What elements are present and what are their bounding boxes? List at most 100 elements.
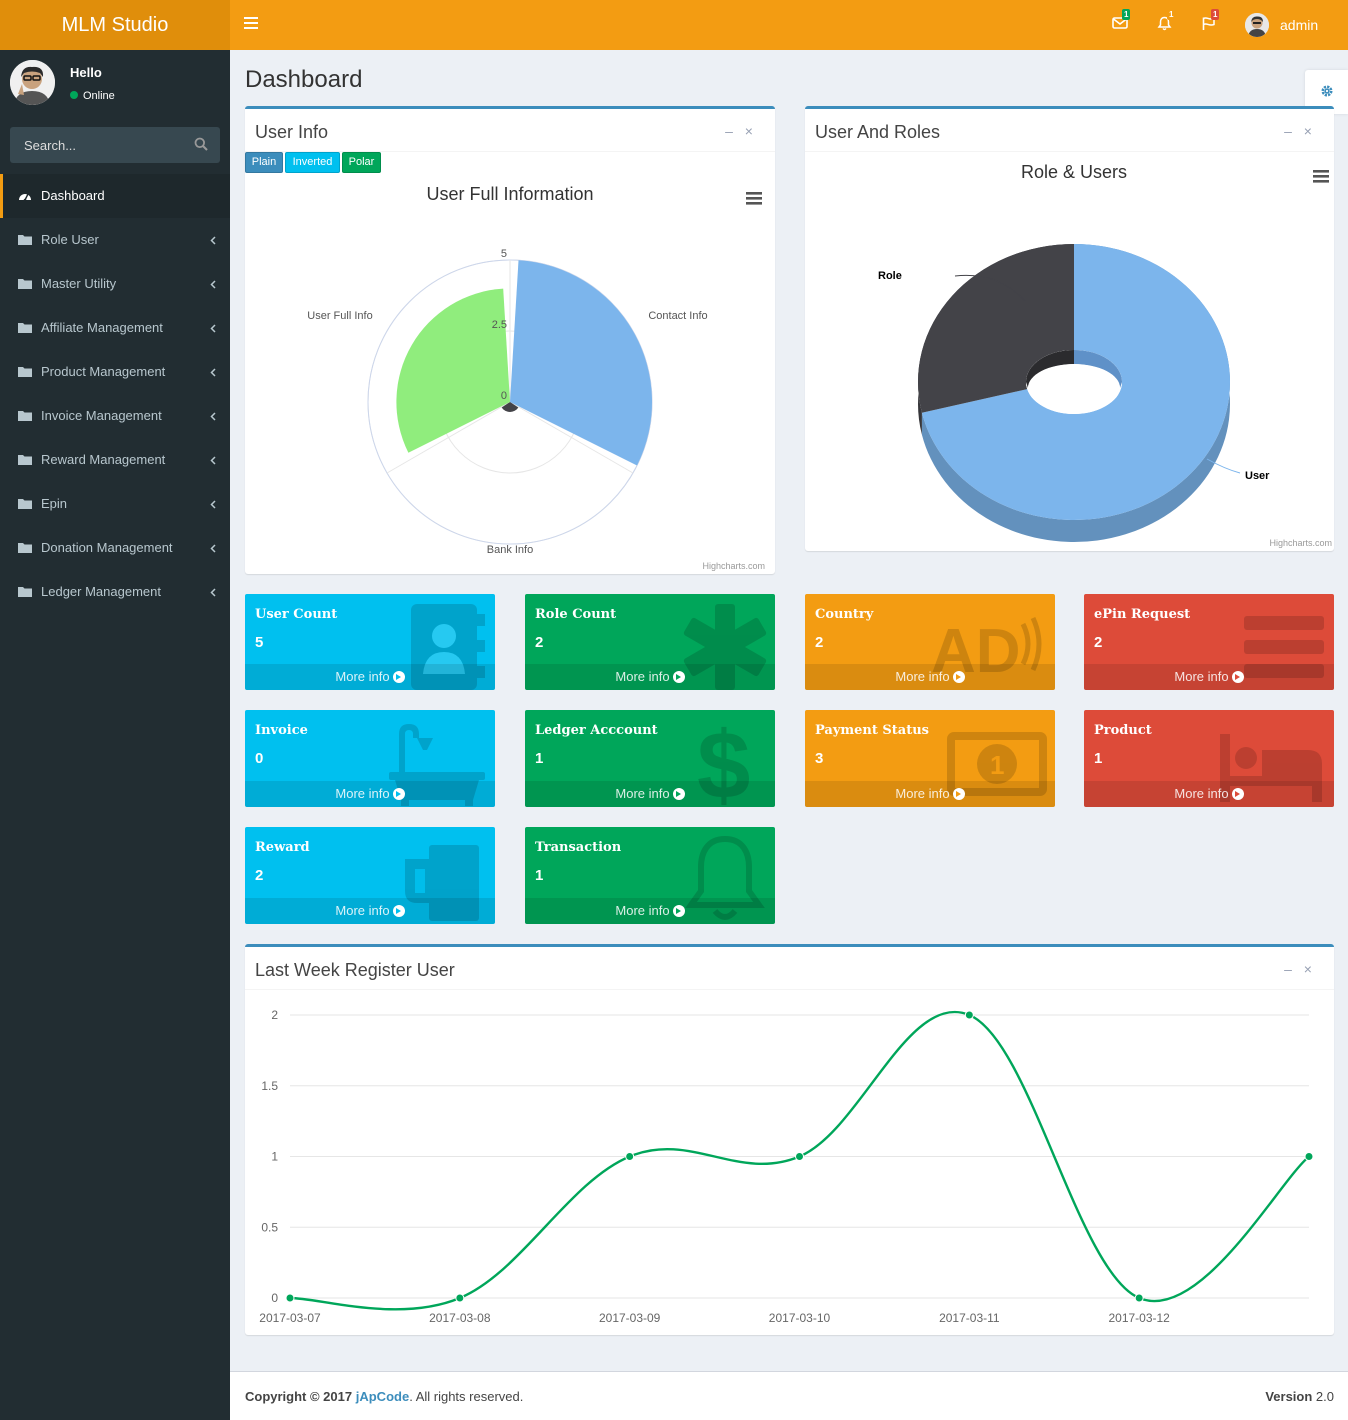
last-week-register-box: Last Week Register User – × 0 0.5 1 1.5 2 201… — [245, 944, 1334, 1335]
notifications-button[interactable]: 1 — [1157, 9, 1177, 36]
x-tick-label: 2017-03-07 — [259, 1311, 321, 1325]
chart-title: Role & Users — [1021, 162, 1127, 182]
more-info-link[interactable]: More info — [245, 781, 495, 807]
sidebar-item-invoice-management[interactable]: Invoice Management — [0, 394, 230, 438]
tasks-badge: 1 — [1211, 9, 1220, 20]
more-info-link[interactable]: More info — [525, 898, 775, 924]
gear-icon — [1321, 85, 1333, 97]
search-input[interactable] — [10, 127, 180, 163]
arrow-circle-right-icon — [672, 787, 685, 800]
tile-epin-request: ePin Request 2 More info — [1084, 594, 1334, 690]
tile-value: 0 — [255, 750, 264, 767]
svg-text:1: 1 — [990, 750, 1004, 780]
company-link[interactable]: jApCode — [355, 1389, 410, 1404]
sidebar-item-reward-management[interactable]: Reward Management — [0, 438, 230, 482]
slice-label-role: Role — [878, 270, 902, 282]
online-dot-icon — [70, 91, 78, 100]
chart-credit[interactable]: Highcharts.com — [702, 561, 765, 571]
sidebar-item-role-user[interactable]: Role User — [0, 218, 230, 262]
messages-badge: 1 — [1122, 9, 1131, 20]
user-status[interactable]: Online — [70, 90, 115, 102]
folder-icon — [18, 235, 32, 245]
audio-description-icon: AD — [931, 616, 1042, 686]
box-title: User Info — [255, 122, 329, 142]
sidebar-item-epin[interactable]: Epin — [0, 482, 230, 526]
more-info-link[interactable]: More info — [805, 781, 1055, 807]
sidebar-item-affiliate-management[interactable]: Affiliate Management — [0, 306, 230, 350]
list-icon — [1244, 616, 1324, 678]
tile-reward: Reward 2 More info — [245, 827, 495, 924]
close-button[interactable]: × — [1303, 123, 1312, 139]
data-point — [964, 1010, 974, 1020]
box-divider — [245, 989, 1334, 990]
y-tick-label: 0 — [501, 390, 507, 402]
tile-title: Invoice — [255, 723, 308, 738]
close-button[interactable]: × — [744, 123, 753, 139]
page-title: Dashboard — [245, 66, 363, 93]
sidebar-menu: Dashboard Role User Master Utility Affil… — [0, 174, 230, 614]
y-tick-label: 1.5 — [261, 1079, 278, 1093]
y-tick-label: 5 — [501, 248, 507, 260]
sidebar-item-label: Role User — [41, 232, 99, 247]
data-point — [625, 1152, 635, 1161]
sidebar-item-label: Donation Management — [41, 540, 173, 555]
close-button[interactable]: × — [1303, 961, 1312, 977]
sidebar-item-product-management[interactable]: Product Management — [0, 350, 230, 394]
sidebar-item-ledger-management[interactable]: Ledger Management — [0, 570, 230, 614]
tile-value: 1 — [535, 750, 544, 767]
category-label: User Full Info — [307, 310, 372, 322]
dollar-icon: $ — [697, 716, 750, 807]
more-info-link[interactable]: More info — [245, 898, 495, 924]
more-info-link[interactable]: More info — [245, 664, 495, 690]
arrow-circle-right-icon — [952, 787, 965, 800]
chart-menu-icon[interactable] — [746, 192, 762, 205]
folder-icon — [18, 499, 32, 509]
messages-button[interactable]: 1 — [1112, 9, 1132, 36]
tasks-button[interactable]: 1 — [1201, 9, 1221, 36]
bell-icon — [685, 835, 765, 920]
notifications-badge: 1 — [1167, 9, 1176, 20]
y-tick-label: 0 — [271, 1291, 278, 1305]
chart-credit[interactable]: Highcharts.com — [1269, 538, 1332, 548]
chevron-left-icon — [210, 456, 216, 465]
donut-hole — [1028, 364, 1120, 412]
sidebar-item-dashboard[interactable]: Dashboard — [0, 174, 230, 218]
chart-menu-icon[interactable] — [1313, 170, 1329, 183]
search-icon[interactable] — [194, 137, 208, 151]
sidebar-toggle-icon[interactable] — [244, 17, 258, 31]
tile-value: 1 — [535, 867, 544, 884]
more-info-link[interactable]: More info — [1084, 781, 1334, 807]
tile-title: Payment Status — [815, 723, 930, 738]
x-tick-label: 2017-03-09 — [599, 1311, 661, 1325]
collapse-button[interactable]: – — [1284, 961, 1292, 977]
sidebar-item-master-utility[interactable]: Master Utility — [0, 262, 230, 306]
folder-icon — [18, 367, 32, 377]
polar-button[interactable]: Polar — [342, 152, 381, 173]
sidebar-item-label: Master Utility — [41, 276, 117, 291]
sidebar-item-label: Product Management — [41, 364, 166, 379]
user-menu[interactable]: admin — [1245, 13, 1318, 37]
collapse-button[interactable]: – — [725, 123, 733, 139]
data-point — [1304, 1152, 1314, 1161]
collapse-button[interactable]: – — [1284, 123, 1292, 139]
chevron-left-icon — [210, 412, 216, 421]
arrow-circle-right-icon — [1231, 670, 1244, 683]
tile-ledger-account: Ledger Acccount 1 $ More info — [525, 710, 775, 807]
inverted-button[interactable]: Inverted — [285, 152, 340, 173]
plain-button[interactable]: Plain — [245, 152, 283, 173]
tile-invoice: Invoice 0 More info — [245, 710, 495, 807]
box-divider — [805, 151, 1334, 152]
more-info-link[interactable]: More info — [525, 781, 775, 807]
donut-slice-role — [918, 244, 1074, 413]
box-tools: – × — [1282, 961, 1314, 977]
more-info-link[interactable]: More info — [525, 664, 775, 690]
tile-title: Role Count — [535, 607, 617, 622]
arrow-circle-right-icon — [672, 904, 685, 917]
app-logo[interactable]: MLM Studio — [0, 0, 230, 50]
more-info-link[interactable]: More info — [805, 664, 1055, 690]
user-status-label: Online — [83, 90, 115, 102]
beer-mug-icon — [405, 845, 479, 921]
more-info-link[interactable]: More info — [1084, 664, 1334, 690]
sidebar-item-donation-management[interactable]: Donation Management — [0, 526, 230, 570]
data-point — [795, 1152, 804, 1161]
